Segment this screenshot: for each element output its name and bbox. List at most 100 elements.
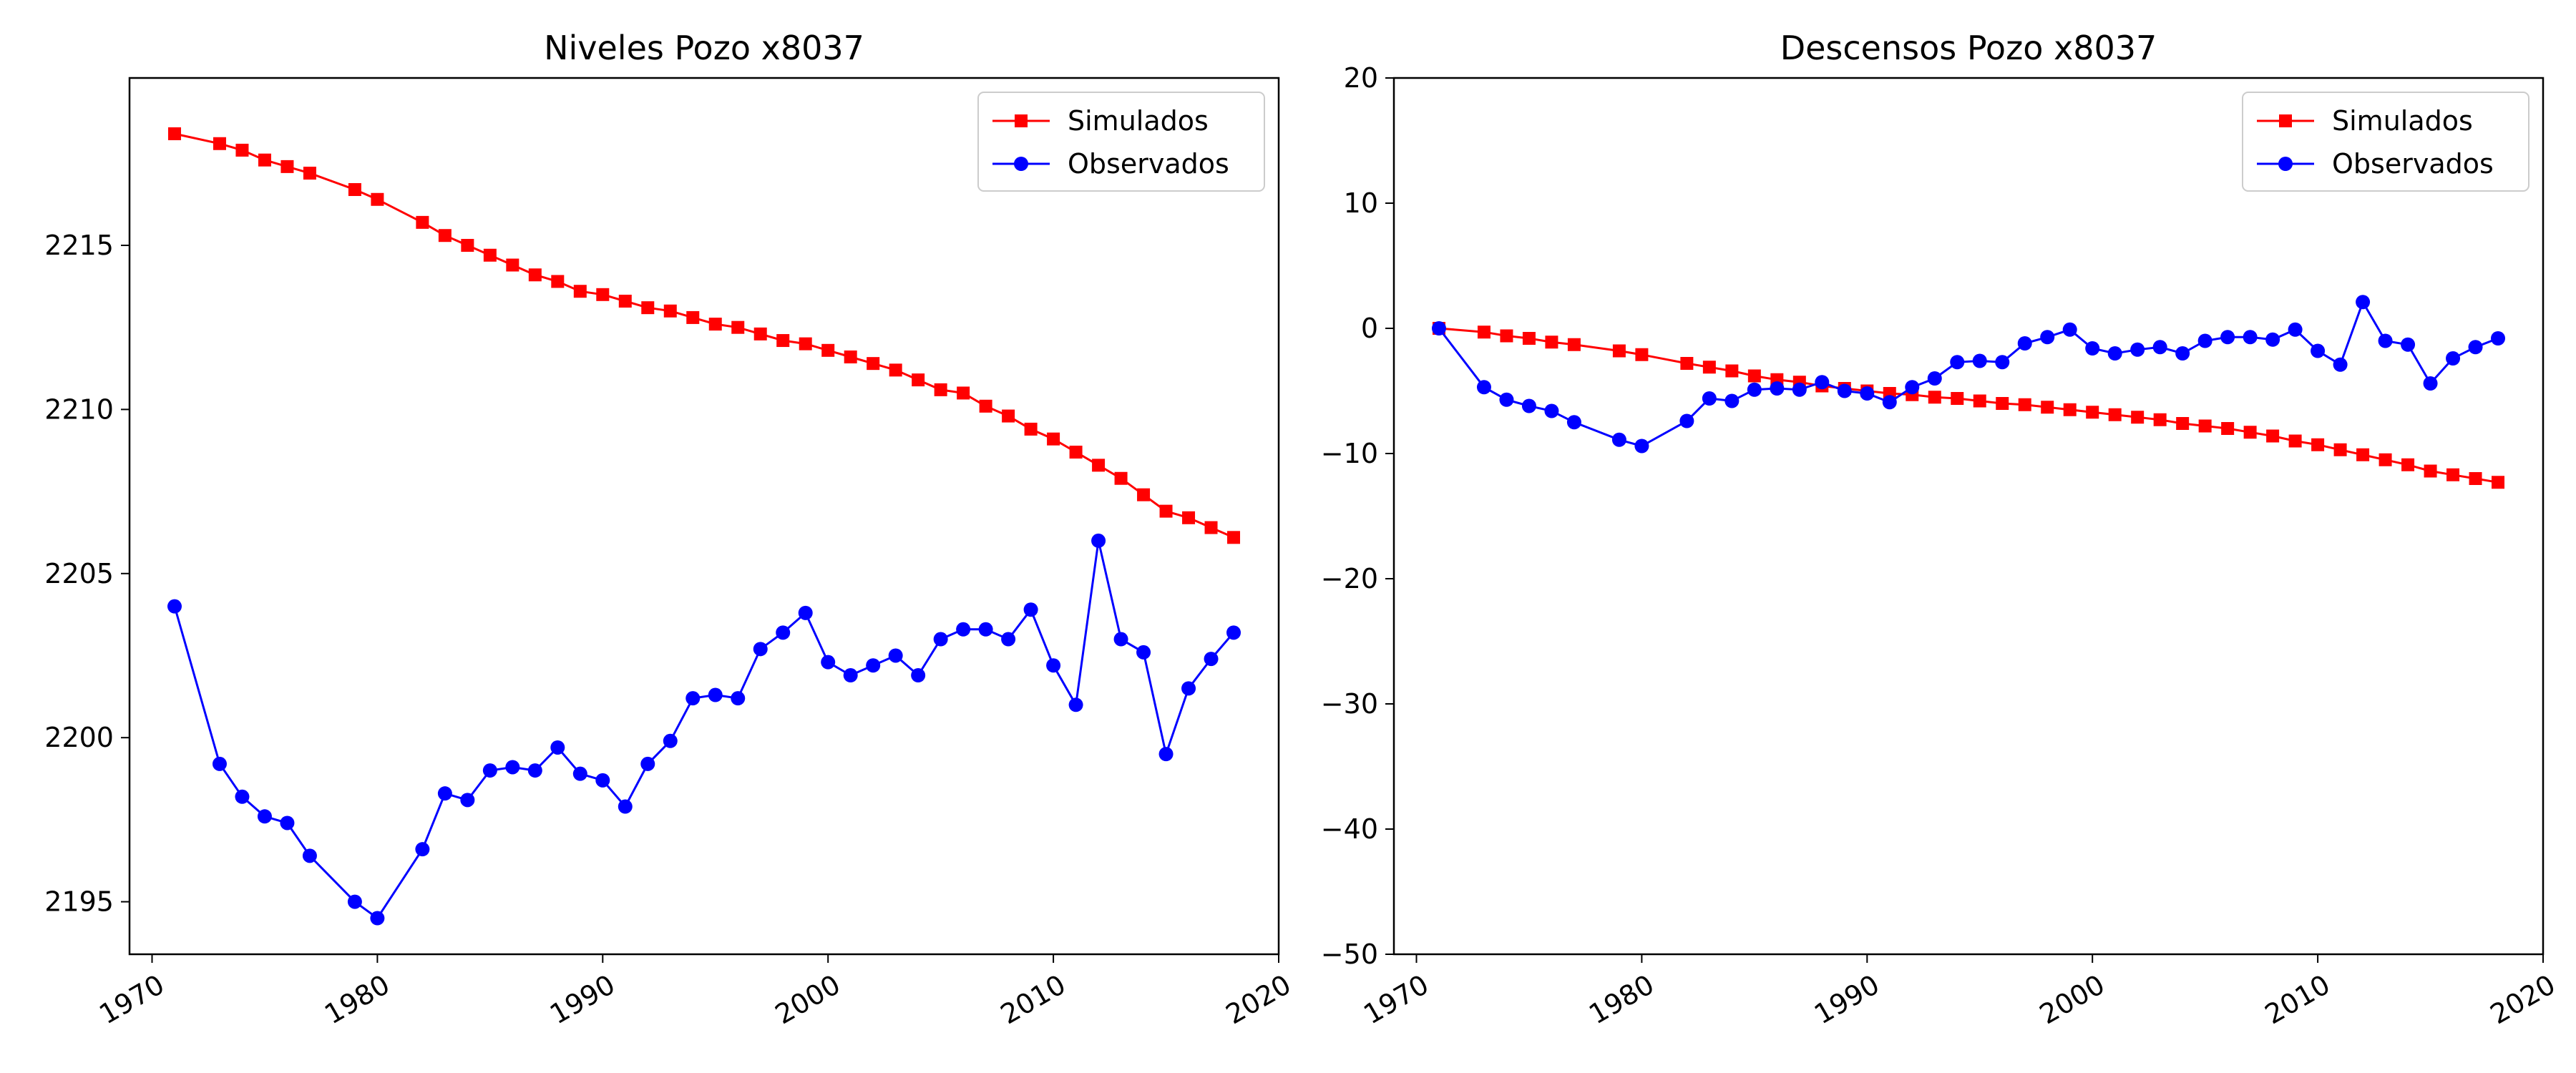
data-point: [1815, 375, 1830, 390]
data-point: [2492, 476, 2505, 489]
data-point: [551, 275, 565, 288]
data-point: [2424, 464, 2437, 478]
data-point: [1973, 394, 1986, 408]
data-point: [1612, 344, 1626, 358]
data-point: [776, 625, 791, 640]
data-point: [2086, 406, 2099, 419]
data-point: [1702, 391, 1717, 406]
data-point: [1545, 335, 1558, 349]
data-point: [280, 815, 295, 831]
data-point: [2311, 438, 2325, 451]
data-point: [731, 691, 746, 706]
data-point: [1182, 511, 1196, 524]
data-point: [2401, 458, 2415, 471]
data-point: [1047, 432, 1060, 446]
data-point: [1002, 409, 1015, 423]
data-point: [1092, 459, 1106, 472]
data-point: [415, 842, 430, 857]
data-point: [1159, 504, 1173, 518]
data-point: [1724, 393, 1740, 408]
data-point: [1204, 652, 1219, 667]
data-point: [1837, 383, 1852, 398]
data-point: [731, 320, 745, 334]
data-point: [1882, 395, 1897, 410]
data-point: [212, 756, 227, 771]
data-point: [1860, 386, 1875, 401]
legend-label: Simulados: [1068, 105, 1209, 137]
data-point: [460, 793, 475, 808]
data-point: [1024, 422, 1038, 436]
chart-panel-1: Niveles Pozo x8037 1970 1980 1990 2000 2010 20…: [44, 29, 1296, 1030]
data-point: [1950, 355, 1965, 370]
data-point: [1046, 658, 1061, 673]
data-point: [213, 137, 226, 150]
data-point: [2491, 331, 2506, 346]
y-tick-label: 2195: [44, 886, 114, 918]
x-tick-label: 2020: [1221, 969, 1297, 1030]
data-point: [2401, 337, 2416, 352]
y-tick-label: 2205: [44, 558, 114, 589]
data-point: [2176, 417, 2190, 430]
chart-title: Niveles Pozo x8037: [544, 29, 864, 67]
x-tick-label: 2000: [2034, 969, 2110, 1030]
data-point: [1725, 364, 1739, 378]
data-point: [506, 258, 519, 272]
data-point: [2356, 448, 2370, 461]
data-point: [663, 733, 678, 748]
y-tick-label: −20: [1321, 563, 1378, 594]
plot-frame: [1392, 77, 2545, 956]
chart-title: Descensos Pozo x8037: [1780, 29, 2157, 67]
data-point: [934, 383, 947, 396]
data-point: [550, 740, 565, 755]
legend-box: [977, 92, 1265, 192]
data-point: [888, 648, 903, 663]
data-point: [2063, 403, 2077, 416]
data-point: [2378, 333, 2393, 348]
data-point: [370, 911, 385, 926]
data-point: [347, 894, 362, 909]
data-point: [753, 327, 767, 340]
plot-frame: [128, 77, 1280, 956]
y-tick-label: −10: [1321, 438, 1378, 469]
data-point: [1477, 325, 1491, 339]
data-point: [2288, 434, 2302, 448]
data-point: [1181, 681, 1196, 696]
data-point: [2356, 295, 2371, 310]
data-point: [2220, 330, 2235, 345]
data-point: [2041, 401, 2054, 414]
data-point: [957, 386, 970, 400]
data-point: [2265, 332, 2280, 347]
data-point: [573, 285, 587, 298]
data-point: [2175, 346, 2190, 361]
data-point: [1792, 382, 1807, 397]
y-tick-label: −50: [1321, 939, 1378, 970]
legend: Simulados Observados: [2242, 92, 2529, 192]
data-point: [2040, 330, 2055, 345]
y-tick-label: 2210: [44, 393, 114, 425]
data-point: [167, 599, 182, 614]
data-point: [686, 310, 700, 324]
data-point: [1635, 348, 1649, 361]
data-point: [2107, 346, 2122, 361]
data-point: [640, 756, 655, 771]
legend-box: [2242, 92, 2529, 192]
y-tick-label: −40: [1321, 813, 1378, 845]
data-point: [776, 334, 790, 348]
data-point: [572, 766, 587, 781]
series-line-observados: [173, 540, 1235, 920]
data-point: [708, 318, 722, 331]
data-point: [2198, 419, 2212, 433]
data-point: [1747, 382, 1762, 397]
data-point: [867, 357, 880, 371]
series-line-simulados: [174, 132, 1234, 539]
data-point: [641, 301, 655, 315]
data-point: [1928, 391, 1941, 404]
x-tick-label: 1990: [545, 969, 620, 1030]
series-line-observados: [1438, 299, 2499, 448]
data-point: [1679, 413, 1694, 428]
data-point: [303, 167, 316, 180]
data-point: [1747, 369, 1761, 383]
data-point: [2131, 411, 2145, 424]
y-tick-label: 10: [1344, 187, 1378, 219]
